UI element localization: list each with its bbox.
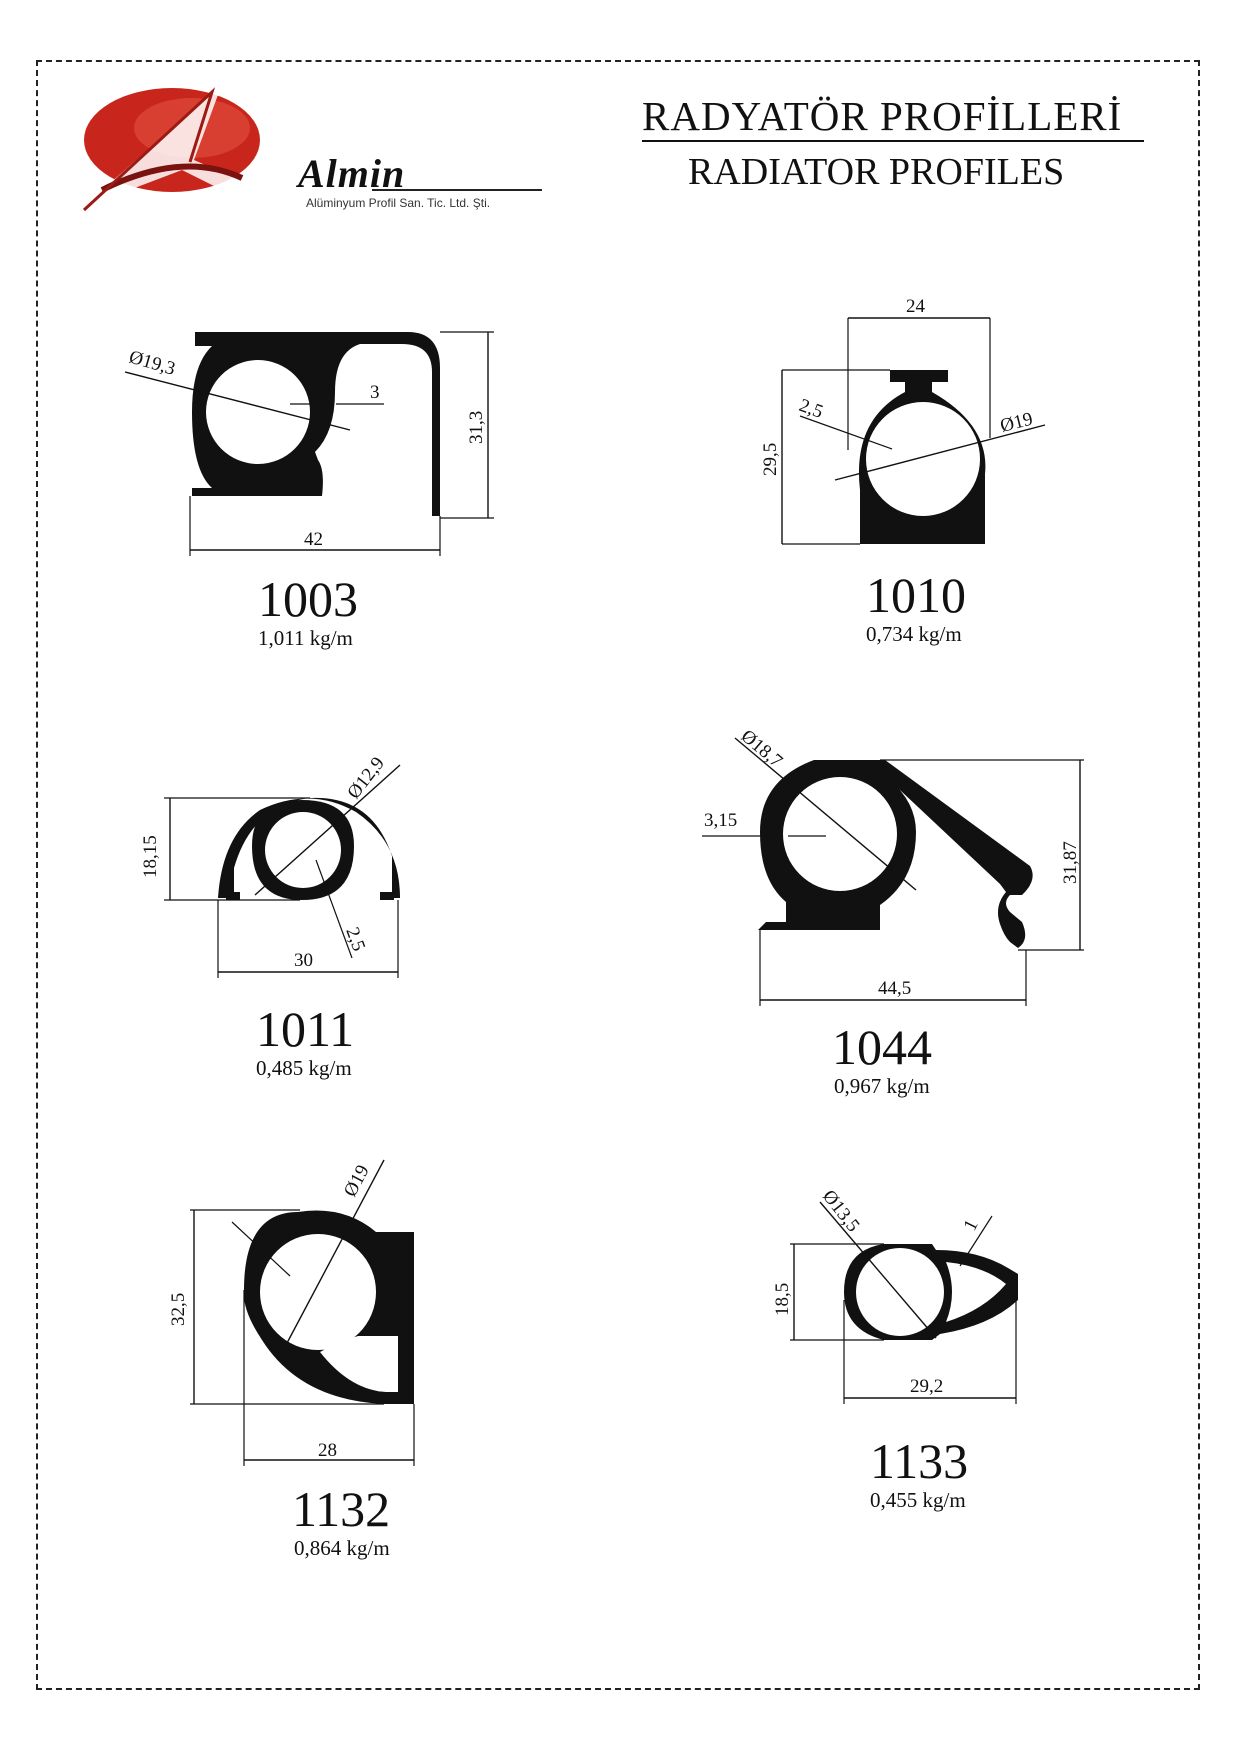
dim-1133-width: 29,2 <box>910 1376 943 1397</box>
profile-1011-drawing: Ø12,9 18,15 2,5 30 <box>140 753 401 978</box>
profile-1003-drawing: Ø19,3 3 31,3 42 <box>124 331 494 556</box>
dim-1132-height: 32,5 <box>168 1293 189 1326</box>
profile-code-1132: 1132 <box>292 1481 391 1537</box>
profile-1132-drawing: Ø19 32,5 28 <box>168 1159 415 1466</box>
dim-1003-width: 42 <box>304 529 323 550</box>
profile-code-1003: 1003 <box>258 571 358 627</box>
profile-1010-drawing: 24 2,5 Ø19 29,5 <box>760 296 1046 545</box>
profile-code-1010: 1010 <box>866 567 966 623</box>
title-turkish: RADYATÖR PROFİLLERİ <box>642 93 1123 139</box>
dim-1011-height: 18,15 <box>140 835 161 878</box>
dim-1044-diameter: Ø18,7 <box>737 726 786 772</box>
dim-1010-height: 29,5 <box>760 443 781 476</box>
profile-weight-1011: 0,485 kg/m <box>256 1056 352 1080</box>
dim-1003-wall: 3 <box>370 382 380 403</box>
profile-1133-drawing: Ø13,5 1 18,5 29,2 <box>772 1186 1018 1404</box>
profile-weight-1010: 0,734 kg/m <box>866 622 962 646</box>
profile-weight-1044: 0,967 kg/m <box>834 1074 930 1098</box>
profile-weight-1132: 0,864 kg/m <box>294 1536 390 1560</box>
dim-1010-top: 24 <box>906 296 926 317</box>
dim-1133-height: 18,5 <box>772 1283 793 1316</box>
dim-1044-width: 44,5 <box>878 978 911 999</box>
title-underline <box>642 140 1144 142</box>
dim-1132-width: 28 <box>318 1440 337 1461</box>
title-english: RADIATOR PROFILES <box>688 151 1065 193</box>
profile-code-1133: 1133 <box>870 1433 969 1489</box>
dashed-page-frame <box>36 60 1200 1690</box>
dim-1010-wall: 2,5 <box>796 395 826 423</box>
dim-1132-diameter: Ø19 <box>340 1162 374 1201</box>
profile-weight-1133: 0,455 kg/m <box>870 1488 966 1512</box>
dim-1010-diameter: Ø19 <box>998 409 1035 437</box>
dim-1011-width: 30 <box>294 950 313 971</box>
brand-name: Almin <box>298 151 406 196</box>
dim-1044-wall: 3,15 <box>704 810 737 831</box>
brand-subtitle: Alüminyum Profil San. Tic. Ltd. Şti. <box>306 196 491 210</box>
profile-code-1044: 1044 <box>832 1019 932 1075</box>
profile-code-1011: 1011 <box>256 1001 355 1057</box>
dim-1133-diameter: Ø13,5 <box>818 1186 863 1236</box>
profile-weight-1003: 1,011 kg/m <box>258 626 353 650</box>
dim-1133-wall: 1 <box>960 1216 983 1234</box>
dim-1011-wall: 2,5 <box>341 925 369 955</box>
almin-logo <box>82 84 542 212</box>
profile-1044-drawing: Ø18,7 3,15 31,87 44,5 <box>702 726 1084 1006</box>
dim-1003-height: 31,3 <box>466 411 487 444</box>
dim-1044-height: 31,87 <box>1060 841 1081 884</box>
